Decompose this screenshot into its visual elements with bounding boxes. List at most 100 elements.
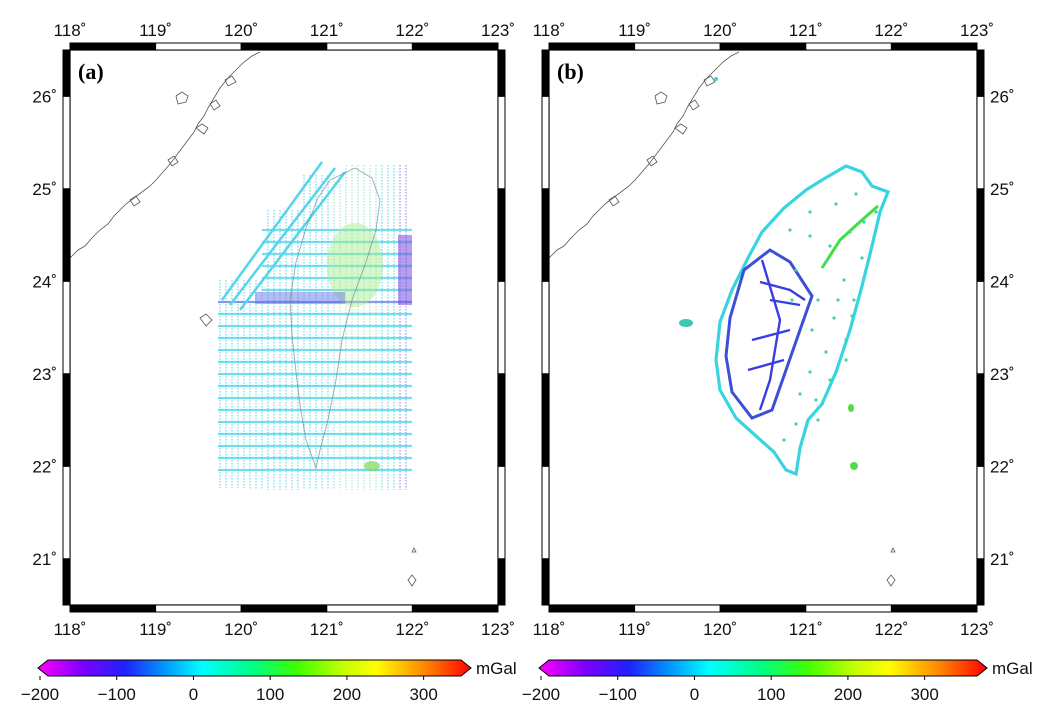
colorbar-a-body bbox=[37, 659, 472, 677]
lat-tick-label-right: 25˚ bbox=[990, 180, 1015, 199]
west-low-network bbox=[747, 259, 806, 411]
frame-segment-left bbox=[541, 95, 550, 190]
frame-segment-right bbox=[497, 558, 506, 606]
station-point bbox=[810, 328, 814, 332]
matsu-station bbox=[714, 77, 718, 81]
lon-tick-label-bottom: 119˚ bbox=[139, 620, 172, 639]
frame-segment-right bbox=[976, 95, 985, 190]
frame-segment-left bbox=[62, 188, 71, 282]
station-point bbox=[828, 378, 832, 382]
lat-tick-label-right: 21˚ bbox=[990, 550, 1015, 569]
colorbar-tick-label: 100 bbox=[757, 685, 785, 704]
lon-tick-label-bottom: 123˚ bbox=[481, 620, 515, 639]
frame-segment-left bbox=[541, 465, 550, 560]
station-point bbox=[808, 210, 812, 214]
lat-tick-label-left: 21˚ bbox=[32, 550, 57, 569]
map-panel-b: (b) bbox=[549, 51, 896, 587]
station-point bbox=[782, 438, 786, 442]
map-frame-b: 118˚ 118˚ 119˚ 119˚ 120˚ 120˚ 121˚ 121˚ 122˚ 122˚… bbox=[533, 21, 1015, 639]
frame-segment-top bbox=[240, 42, 328, 51]
coastline-mainland-china bbox=[70, 51, 417, 587]
lon-tick-label-top: 119˚ bbox=[618, 21, 651, 40]
station-point bbox=[874, 210, 878, 214]
frame-segment-left bbox=[62, 558, 71, 606]
colorbar-tick-label: 300 bbox=[910, 685, 938, 704]
track-line-diagonal bbox=[229, 167, 336, 306]
colorbar-tick-label: 100 bbox=[256, 685, 284, 704]
colorbar-tick-label: −200 bbox=[522, 685, 560, 704]
map-panel-a: (a) bbox=[70, 51, 417, 587]
frame-segment-left bbox=[541, 373, 550, 467]
colorbar-tick-label: 300 bbox=[409, 685, 437, 704]
lon-tick-label-top: 123˚ bbox=[481, 21, 515, 40]
penghu-stations bbox=[679, 319, 693, 327]
frame-segment-top bbox=[805, 42, 892, 51]
map-frame-a: 118˚ 118˚ 119˚ 119˚ 120˚ 120˚ 121˚ 121˚ 122˚ 122˚… bbox=[32, 21, 515, 639]
frame-segment-top bbox=[69, 42, 157, 51]
colorbar-a: mGal −200 −100 0 100 200 300 bbox=[21, 659, 517, 704]
frame-segment-top bbox=[548, 42, 636, 51]
station-point bbox=[854, 192, 858, 196]
frame-segment-bottom bbox=[326, 604, 413, 613]
frame-segment-left bbox=[541, 280, 550, 375]
lon-tick-label-bottom: 121˚ bbox=[310, 620, 344, 639]
frame-segment-right bbox=[976, 49, 985, 97]
lon-tick-label-top: 122˚ bbox=[395, 21, 429, 40]
colorbar-tick-label: 200 bbox=[834, 685, 862, 704]
station-point bbox=[842, 278, 846, 282]
frame-segment-bottom bbox=[240, 604, 328, 613]
station-point bbox=[850, 314, 854, 318]
station-point bbox=[808, 234, 812, 238]
station-point bbox=[848, 230, 852, 234]
station-point bbox=[824, 260, 828, 264]
station-point bbox=[828, 244, 832, 248]
lon-tick-label-top: 121˚ bbox=[789, 21, 823, 40]
lon-tick-label-bottom: 120˚ bbox=[224, 620, 258, 639]
frame-segment-right bbox=[976, 558, 985, 606]
colorbar-tick-label: −100 bbox=[98, 685, 136, 704]
west-low-track bbox=[724, 248, 814, 420]
lat-tick-label-left: 24˚ bbox=[32, 272, 57, 291]
frame-segment-right bbox=[976, 188, 985, 282]
lat-tick-label-left: 25˚ bbox=[32, 180, 57, 199]
station-point bbox=[788, 228, 792, 232]
lat-tick-label-right: 24˚ bbox=[990, 272, 1015, 291]
station-point bbox=[844, 338, 848, 342]
lat-tick-label-right: 26˚ bbox=[990, 87, 1015, 106]
frame-segment-right bbox=[497, 95, 506, 190]
frame-segment-bottom bbox=[719, 604, 807, 613]
colorbar-b-body bbox=[538, 659, 988, 677]
station-point bbox=[844, 358, 848, 362]
frame-segment-top bbox=[155, 42, 242, 51]
colorbar-b-unit: mGal bbox=[992, 659, 1033, 678]
frame-segment-right bbox=[497, 49, 506, 97]
lat-tick-label-left: 22˚ bbox=[32, 457, 57, 476]
lon-tick-label-top: 119˚ bbox=[139, 21, 172, 40]
coastline-mainland-china-b bbox=[549, 51, 896, 587]
lon-tick-label-bottom: 122˚ bbox=[874, 620, 908, 639]
frame-segment-bottom bbox=[805, 604, 892, 613]
station-point bbox=[790, 298, 794, 302]
frame-segment-left bbox=[62, 465, 71, 560]
central-high-track bbox=[820, 204, 879, 269]
station-point bbox=[832, 316, 836, 320]
frame-segment-left bbox=[62, 95, 71, 190]
station-point bbox=[816, 418, 820, 422]
panel-label-a: (a) bbox=[78, 59, 104, 84]
frame-segment-left bbox=[541, 188, 550, 282]
frame-segment-left bbox=[62, 49, 71, 97]
lat-tick-label-right: 23˚ bbox=[990, 365, 1015, 384]
lon-tick-label-top: 123˚ bbox=[960, 21, 994, 40]
station-point bbox=[794, 422, 798, 426]
station-point bbox=[836, 298, 840, 302]
colorbar-tick-label: −200 bbox=[21, 685, 59, 704]
gravity-tracks-a bbox=[218, 161, 412, 490]
lon-tick-label-top: 121˚ bbox=[310, 21, 344, 40]
frame-segment-top bbox=[326, 42, 413, 51]
lon-tick-label-top: 118˚ bbox=[533, 21, 566, 40]
station-point bbox=[814, 398, 818, 402]
gravity-stations-b bbox=[679, 77, 891, 477]
lon-tick-label-bottom: 120˚ bbox=[703, 620, 737, 639]
anomaly-low bbox=[398, 235, 412, 305]
